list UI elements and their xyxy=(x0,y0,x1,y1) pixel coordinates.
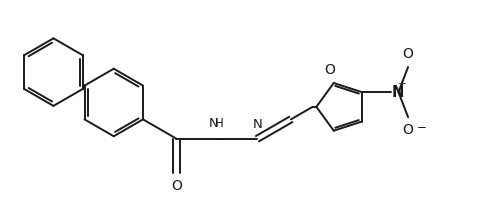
Text: O: O xyxy=(402,123,413,137)
Text: N: N xyxy=(391,85,403,100)
Text: O: O xyxy=(324,63,335,77)
Text: O: O xyxy=(171,179,182,193)
Text: H: H xyxy=(214,117,223,130)
Text: N: N xyxy=(209,117,219,130)
Text: +: + xyxy=(397,79,406,89)
Text: N: N xyxy=(252,118,262,131)
Text: −: − xyxy=(416,121,426,134)
Text: O: O xyxy=(402,47,413,61)
